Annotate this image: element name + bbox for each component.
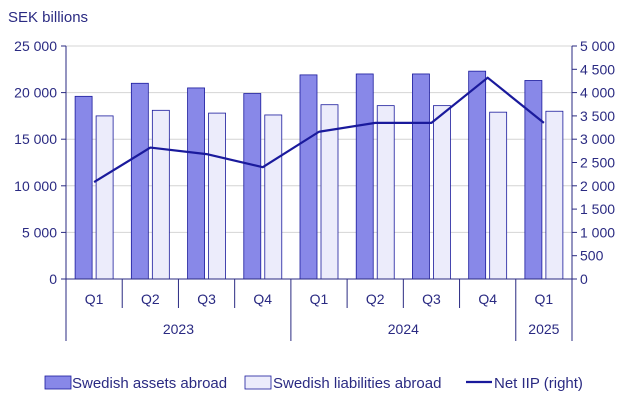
year-label: 2023 (163, 321, 194, 337)
net-iip-line (93, 76, 545, 184)
bar-liabilities (433, 105, 451, 280)
right-tick-label: 3 000 (580, 131, 615, 147)
legend-label-assets: Swedish assets abroad (72, 375, 227, 392)
bar-liabilities (208, 112, 226, 280)
bar-assets (355, 73, 374, 280)
gridlines (66, 45, 572, 233)
legend-item-net-iip: Net IIP (right) (466, 375, 583, 392)
left-tick-label: 5 000 (22, 224, 57, 240)
bar-liabilities (151, 109, 170, 280)
category-label: Q3 (422, 291, 441, 307)
bar-assets (243, 93, 262, 280)
left-tick-label: 10 000 (14, 178, 57, 194)
right-tick-label: 500 (580, 248, 604, 264)
bar-liabilities (489, 111, 508, 280)
bar-assets (299, 74, 318, 280)
category-label: Q4 (478, 291, 497, 307)
left-tick-label: 0 (49, 271, 57, 287)
category-label: Q1 (310, 291, 329, 307)
right-tick-label: 0 (580, 271, 588, 287)
right-tick-label: 4 000 (580, 85, 615, 101)
year-label: 2024 (388, 321, 419, 337)
category-label: Q4 (253, 291, 272, 307)
right-tick-label: 1 500 (580, 201, 615, 217)
bar-assets (412, 73, 430, 280)
net-iip-line-group (93, 76, 545, 184)
bar-assets (468, 70, 487, 280)
legend: Swedish assets abroad Swedish liabilitie… (44, 375, 583, 392)
left-tick-label: 15 000 (14, 131, 57, 147)
category-label: Q2 (141, 291, 160, 307)
legend-item-liabilities: Swedish liabilities abroad (244, 375, 441, 392)
right-tick-label: 4 500 (580, 61, 615, 77)
right-tick-label: 5 000 (580, 38, 615, 54)
category-label: Q2 (366, 291, 385, 307)
right-axis-ticks: 0 500 1 000 1 500 2 000 2 500 3 000 3 500 4 000 4… (572, 38, 615, 287)
year-label: 2025 (528, 321, 559, 337)
category-label: Q1 (85, 291, 104, 307)
bar-liabilities (95, 115, 114, 280)
bars (74, 70, 564, 280)
legend-swatch-assets (44, 375, 72, 390)
left-tick-label: 25 000 (14, 38, 57, 54)
legend-swatch-liabilities (244, 375, 272, 390)
legend-label-net-iip: Net IIP (right) (494, 375, 583, 392)
left-axis-ticks: 0 5 000 10 000 15 000 20 000 25 000 (14, 38, 66, 287)
right-tick-label: 1 000 (580, 224, 615, 240)
legend-label-liabilities: Swedish liabilities abroad (273, 375, 441, 392)
bar-assets (187, 87, 205, 280)
category-label: Q1 (535, 291, 554, 307)
legend-item-assets: Swedish assets abroad (44, 375, 227, 392)
bar-assets (74, 95, 93, 280)
category-label: Q3 (197, 291, 216, 307)
bar-liabilities (376, 105, 395, 280)
left-tick-label: 20 000 (14, 85, 57, 101)
right-tick-label: 2 000 (580, 178, 615, 194)
x-axis-categories: Q1 Q2 Q3 Q4 Q1 Q2 Q3 Q4 Q1 2023 2024 2025 (65, 279, 573, 341)
right-tick-label: 3 500 (580, 108, 615, 124)
bar-liabilities (545, 110, 564, 280)
right-tick-label: 2 500 (580, 155, 615, 171)
bar-liabilities (264, 114, 283, 280)
unit-label: SEK billions (8, 9, 88, 26)
bar-assets (130, 82, 149, 280)
